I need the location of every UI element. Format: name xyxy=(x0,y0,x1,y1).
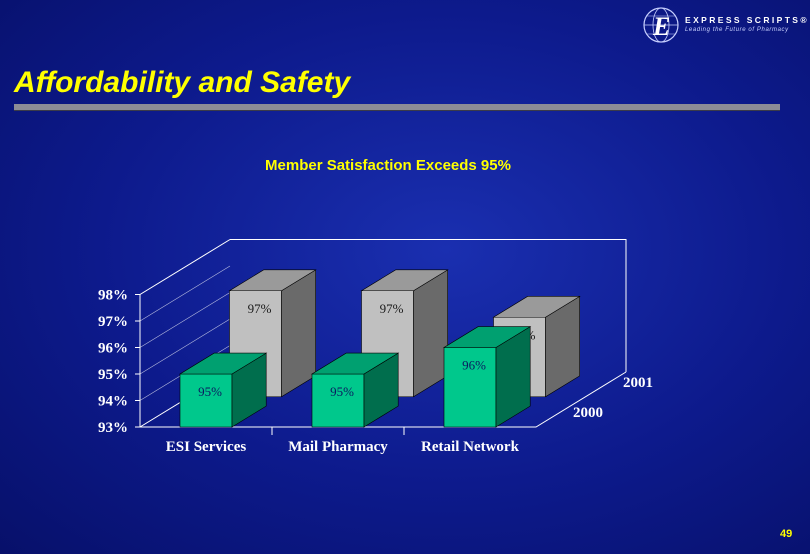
data-label: 95% xyxy=(198,384,222,399)
wall-grid-line xyxy=(139,239,231,295)
page-number: 49 xyxy=(780,528,793,540)
bar: 97% xyxy=(228,269,317,398)
bar-front-face xyxy=(311,373,365,428)
bar-top-face xyxy=(442,326,532,348)
depth-label: 2000 xyxy=(573,405,603,421)
bar-top-face xyxy=(360,269,449,292)
wall-grid-line xyxy=(139,292,231,348)
title-divider xyxy=(14,104,780,110)
express-scripts-logo: E EXPRESS SCRIPTS® Leading the Future of… xyxy=(641,6,810,44)
y-tick-label: 97% xyxy=(98,314,128,330)
bars-2000: 95% 95% 96% xyxy=(178,326,532,428)
bar-top-face xyxy=(310,352,400,375)
category-label: Mail Pharmacy xyxy=(288,439,388,455)
chart-title: Member Satisfaction Exceeds 95% xyxy=(265,157,511,174)
y-tick-label: 96% xyxy=(98,341,128,357)
bar-side-face xyxy=(281,269,317,398)
logo-tagline: Leading the Future of Pharmacy xyxy=(685,27,789,33)
depth-labels: 2000 2001 xyxy=(573,375,653,421)
bar: 96% xyxy=(442,326,532,428)
data-label: 97% xyxy=(248,301,272,316)
y-tick-label: 98% xyxy=(98,288,128,304)
bar: 95% xyxy=(178,352,268,428)
wall-grid-line xyxy=(139,265,231,322)
slide-title: Affordability and Safety xyxy=(14,66,351,99)
wall-grid-line xyxy=(139,318,231,375)
bar-top-face xyxy=(178,352,268,375)
depth-label: 2001 xyxy=(623,375,653,391)
bar: 95% xyxy=(310,352,400,428)
back-wall-edge xyxy=(230,239,627,372)
bar-top-face xyxy=(228,269,317,292)
category-label: Retail Network xyxy=(421,439,520,455)
y-tick-label: 95% xyxy=(98,367,128,383)
data-label: 97% xyxy=(380,301,404,316)
bar-front-face xyxy=(179,373,233,428)
globe-logo-icon: E xyxy=(643,7,679,43)
y-tick-label: 94% xyxy=(98,394,128,410)
svg-text:E: E xyxy=(652,12,670,41)
y-tick-label: 93% xyxy=(98,420,128,436)
bar-side-face xyxy=(413,269,449,398)
data-label: 96% xyxy=(462,358,486,373)
category-labels: ESI Services Mail Pharmacy Retail Network xyxy=(166,439,520,455)
data-label: 95% xyxy=(330,384,354,399)
category-label: ESI Services xyxy=(166,439,247,455)
bar-top-face xyxy=(492,296,581,318)
logo-name: EXPRESS SCRIPTS® xyxy=(685,15,810,25)
